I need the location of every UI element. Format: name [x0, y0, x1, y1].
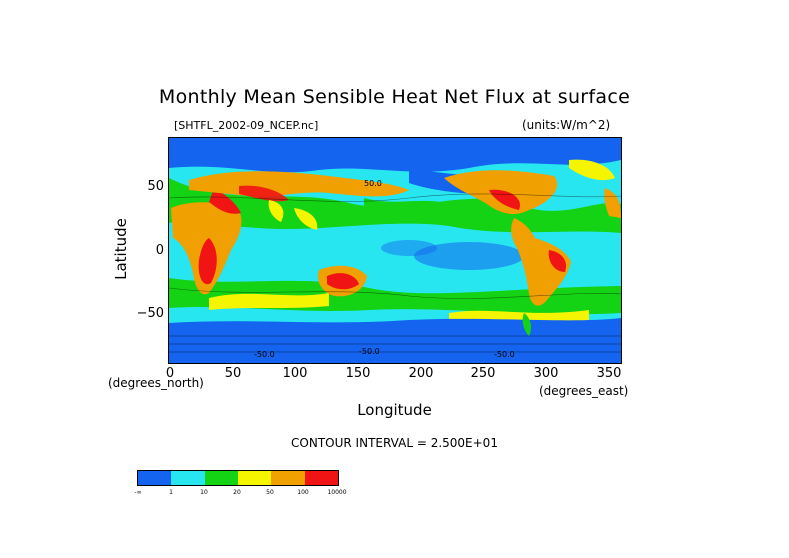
- africa-hot-core: [198, 238, 217, 285]
- colorbar-swatch-5: [271, 471, 305, 485]
- australia-hot-core: [327, 273, 359, 290]
- colorbar-swatch-2: [171, 471, 205, 485]
- x-tick-300: 300: [533, 366, 559, 381]
- colorbar-label-1: 1: [169, 489, 173, 496]
- patagonia-green: [522, 313, 532, 336]
- x-tick-0: 0: [165, 366, 175, 381]
- colorbar-label-4: 50: [266, 489, 274, 496]
- file-label: [SHTFL_2002-09_NCEP.nc]: [174, 119, 319, 132]
- x-unit-left: (degrees_north): [108, 376, 204, 390]
- se-asia-land: [294, 208, 318, 230]
- x-tick-350: 350: [596, 366, 622, 381]
- india-land: [268, 200, 284, 222]
- yellow-band-south: [209, 293, 329, 310]
- x-tick-50: 50: [224, 366, 242, 381]
- contour-label-south-3: -50.0: [494, 350, 515, 359]
- y-tick-0: 0: [155, 243, 164, 258]
- south-america-hot: [548, 250, 567, 272]
- map-plot: 50.0 -50.0 -50.0 -50.0: [168, 137, 622, 364]
- x-tick-200: 200: [408, 366, 434, 381]
- colorbar-swatch-4: [237, 471, 272, 485]
- y-tick-minus50: −50: [136, 306, 164, 321]
- y-tick-50: 50: [147, 179, 164, 194]
- contour-label-south-1: -50.0: [254, 350, 275, 359]
- x-unit-right: (degrees_east): [539, 384, 629, 398]
- map-svg: 50.0 -50.0 -50.0 -50.0: [169, 138, 621, 363]
- x-axis-label: Longitude: [357, 401, 432, 419]
- south-america-land: [511, 218, 571, 306]
- antarctic-contours: [169, 335, 621, 353]
- x-tick-100: 100: [282, 366, 308, 381]
- colorbar-label-2: 10: [200, 489, 208, 496]
- chart-title: Monthly Mean Sensible Heat Net Flux at s…: [158, 86, 631, 108]
- colorbar: [137, 470, 339, 486]
- x-tick-150: 150: [345, 366, 371, 381]
- contour-line-1: [169, 193, 621, 202]
- contour-line-2: [169, 287, 621, 299]
- colorbar-swatch-1: [138, 471, 172, 485]
- green-patch-pacific: [364, 198, 459, 219]
- contour-interval-text: CONTOUR INTERVAL = 2.500E+01: [291, 436, 498, 450]
- contour-label-south-2: -50.0: [359, 347, 380, 356]
- colorbar-swatch-3: [204, 471, 238, 485]
- arctic-band: [169, 138, 621, 173]
- x-tick-250: 250: [470, 366, 496, 381]
- colorbar-label-3: 20: [233, 489, 241, 496]
- antarctic-band: [169, 318, 621, 363]
- contour-label-north: 50.0: [364, 179, 382, 188]
- north-america-hot: [489, 189, 520, 210]
- blue-patch-pacific: [414, 242, 524, 270]
- colorbar-label-6: 10000: [327, 489, 347, 496]
- west-europe-land: [604, 188, 621, 218]
- blue-patch-pacific-2: [381, 240, 437, 256]
- central-asia-hot: [239, 185, 289, 202]
- units-label: (units:W/m^2): [522, 118, 611, 132]
- colorbar-swatch-6: [304, 471, 338, 485]
- y-axis-label: Latitude: [112, 218, 130, 280]
- colorbar-label-5: 100: [297, 489, 309, 496]
- mediterranean-hot: [209, 188, 241, 214]
- colorbar-label-0: -∞: [134, 489, 142, 496]
- greenland-land: [569, 159, 615, 181]
